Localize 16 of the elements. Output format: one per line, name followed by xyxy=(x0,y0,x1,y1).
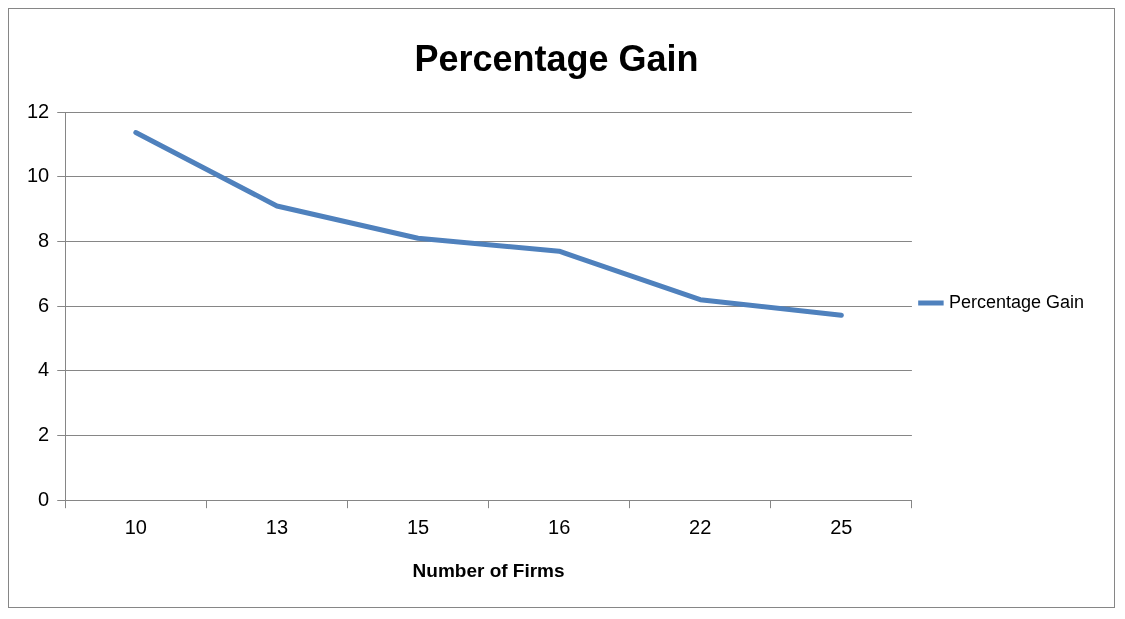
y-tick-label: 2 xyxy=(38,423,50,446)
x-tick-label: 15 xyxy=(406,515,430,538)
y-tick-label: 6 xyxy=(38,293,50,316)
x-axis-title: Number of Firms xyxy=(412,559,565,581)
y-tick-label: 0 xyxy=(38,487,50,510)
y-tick-label: 10 xyxy=(27,164,50,187)
y-tick-label: 4 xyxy=(38,358,50,381)
x-tick-label: 16 xyxy=(548,515,571,538)
y-tick-label: 8 xyxy=(38,229,50,252)
x-tick-label: 10 xyxy=(124,515,147,538)
x-tick-label: 25 xyxy=(830,515,853,538)
legend-label: Percentage Gain xyxy=(948,291,1085,312)
chart-title: Percentage Gain xyxy=(414,37,699,79)
x-tick-label: 13 xyxy=(265,515,289,538)
x-tick-label: 22 xyxy=(689,515,712,538)
y-tick-label: 12 xyxy=(27,99,50,122)
